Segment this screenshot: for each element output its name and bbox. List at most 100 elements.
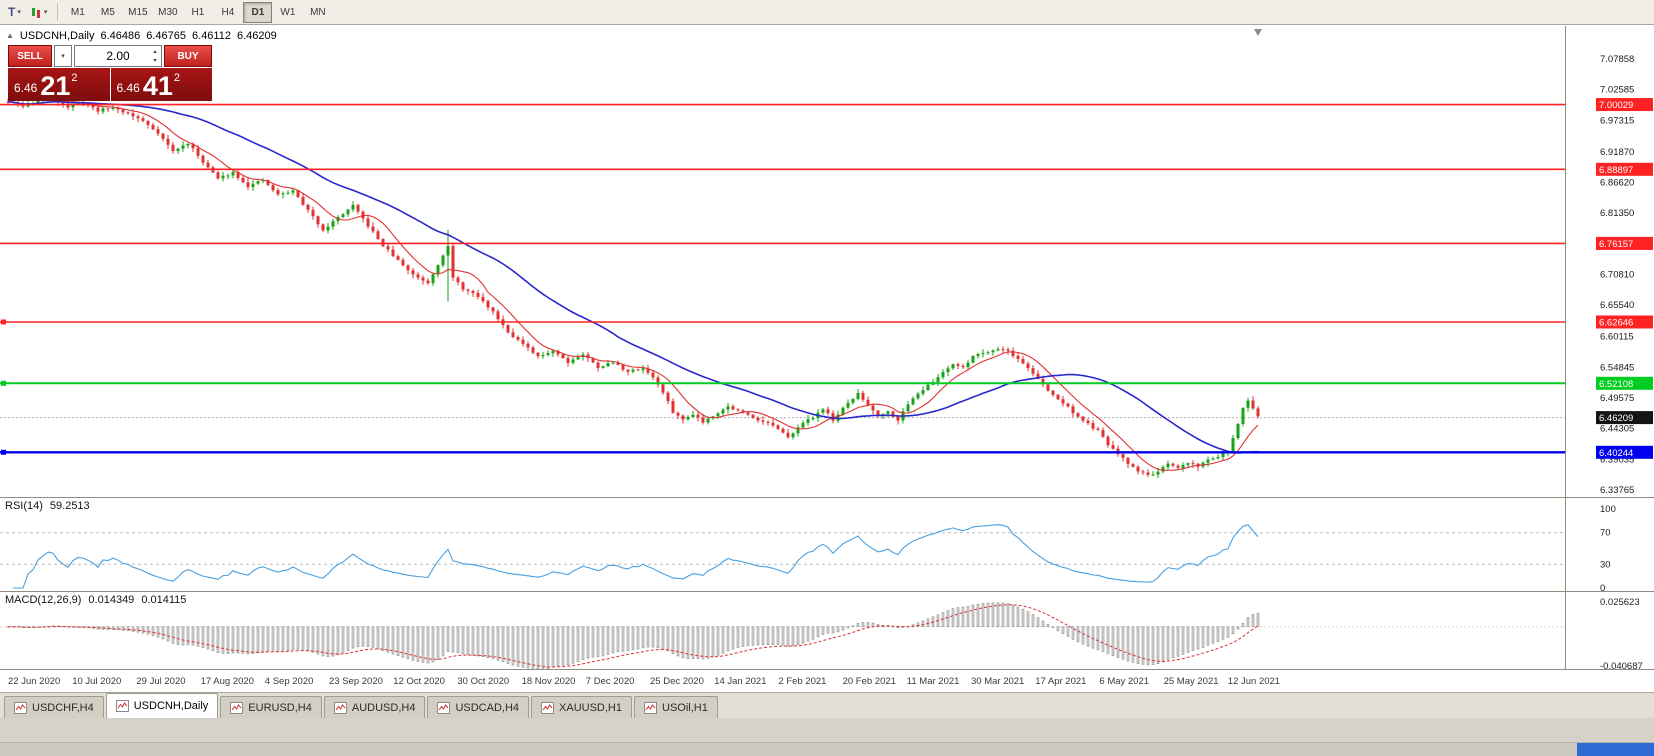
volume-preset-dropdown[interactable]: ▾ (54, 45, 72, 67)
macd-signal-line (8, 604, 1259, 668)
rsi-header: RSI(14) 59.2513 (5, 500, 90, 512)
price-axis-label: 7.02585 (1600, 85, 1634, 96)
price-badge-6.40244: 6.40244 (1596, 445, 1653, 459)
buy-price-pips: 41 (142, 71, 173, 102)
one-click-trading-panel: SELL ▾ 2.00 ▴ ▾ BUY 6.46 21 2 6.46 41 (8, 45, 212, 101)
chart-tab-USDCHF-H4[interactable]: USDCHF,H4 (4, 696, 104, 718)
ma-fast-line (7, 100, 1259, 471)
chart-tab-USDCAD-H4[interactable]: USDCAD,H4 (427, 696, 530, 718)
timeframe-button-M1[interactable]: M1 (70, 6, 85, 18)
price-axis-label: 6.60115 (1600, 332, 1634, 343)
candles-layer (6, 94, 1260, 479)
one-click-toggle-icon[interactable]: ▲ (6, 31, 14, 40)
price-axis-label: 6.70810 (1600, 270, 1634, 281)
price-axis-label: 6.54845 (1600, 362, 1634, 373)
price-axis-label: 6.86620 (1600, 178, 1634, 189)
chart-tab-label: EURUSD,H4 (248, 701, 312, 714)
rsi-axis-label: 100 (1600, 504, 1616, 515)
date-axis-label: 12 Jun 2021 (1228, 676, 1280, 687)
timeframe-button-W1[interactable]: W1 (280, 6, 296, 18)
price-badge-6.52108: 6.52108 (1596, 376, 1653, 390)
date-axis-label: 4 Sep 2020 (265, 676, 314, 687)
high-value: 6.46765 (146, 30, 187, 42)
chart-tab-AUDUSD-H4[interactable]: AUDUSD,H4 (323, 696, 426, 718)
price-badge-6.62646: 6.62646 (1596, 315, 1653, 329)
price-axis-label: 6.91870 (1600, 147, 1634, 158)
chart-type-button[interactable]: ▾ (26, 1, 53, 23)
timeframe-button-MN[interactable]: MN (310, 6, 326, 18)
date-axis-label: 6 May 2021 (1099, 676, 1149, 687)
macd-histogram (6, 602, 1260, 669)
sell-price[interactable]: 6.46 21 2 (8, 68, 110, 101)
sell-button[interactable]: SELL (8, 45, 52, 67)
date-axis-label: 22 Jun 2020 (8, 676, 60, 687)
caret-down-icon: ▾ (43, 9, 48, 16)
date-axis-label: 20 Feb 2021 (843, 676, 896, 687)
timeframe-button-H4[interactable]: H4 (221, 6, 235, 18)
chart-tab-label: USDCNH,Daily (133, 700, 209, 712)
macd-header: MACD(12,26,9) 0.014349 0.014115 (5, 594, 186, 606)
price-axis-label: 6.81350 (1600, 208, 1634, 219)
price-axis-label: 6.44305 (1600, 424, 1634, 435)
date-axis-label: 11 Mar 2021 (907, 676, 960, 687)
open-value: 6.46486 (100, 30, 141, 42)
price-axis-label: 7.07858 (1600, 54, 1634, 65)
price-axis-label: 6.97315 (1600, 115, 1634, 126)
status-bar (0, 718, 1654, 742)
chart-tab-label: XAUUSD,H1 (559, 701, 622, 714)
spinner-up-icon: ▴ (153, 49, 157, 55)
volume-value: 2.00 (106, 49, 130, 63)
chart-tab-icon (541, 701, 555, 714)
macd-axis-label: -0.040687 (1600, 661, 1643, 672)
caret-down-icon: ▾ (61, 53, 65, 60)
chart-tab-label: USOil,H1 (662, 701, 708, 714)
sell-price-prefix: 6.46 (14, 81, 38, 95)
macd-axis-label: 0.025623 (1600, 597, 1640, 608)
timeframe-button-D1[interactable]: D1 (243, 1, 273, 23)
price-badge-text: 6.76157 (1599, 239, 1633, 250)
price-badge-text: 6.62646 (1599, 317, 1633, 328)
date-axis-label: 12 Oct 2020 (393, 676, 445, 687)
caret-down-icon: ▾ (17, 9, 21, 16)
chart-tab-XAUUSD-H1[interactable]: XAUUSD,H1 (531, 696, 632, 718)
timeframe-button-H1[interactable]: H1 (191, 6, 205, 18)
templates-icon: T (8, 5, 16, 19)
chart-tab-USDCNH-Daily[interactable]: USDCNH,Daily (105, 693, 219, 718)
spinner-down-icon: ▾ (153, 58, 157, 64)
candlestick-icon (31, 6, 42, 19)
chart-tab-EURUSD-H4[interactable]: EURUSD,H4 (220, 696, 322, 718)
timeframe-button-M30[interactable]: M30 (158, 6, 178, 18)
buy-button[interactable]: BUY (164, 45, 212, 67)
toolbar-separator (57, 3, 59, 21)
chart-tabs-bar: USDCHF,H4 USDCNH,Daily EURUSD,H4 AUDUSD,H4 U… (0, 692, 1654, 718)
chart-tab-icon (115, 700, 129, 712)
macd-main-value: 0.014349 (88, 594, 135, 606)
toolbar: T ▾ ▾ M1 M5 M15 M30 H1 H4 D1 W1 MN (0, 0, 1654, 25)
date-axis-label: 30 Mar 2021 (971, 676, 1024, 687)
date-axis-label: 25 Dec 2020 (650, 676, 704, 687)
buy-price[interactable]: 6.46 41 2 (110, 68, 212, 102)
date-axis-label: 17 Apr 2021 (1035, 676, 1086, 687)
price-badge-7.00029: 7.00029 (1596, 98, 1653, 112)
hline-anchor (1, 380, 6, 386)
chart-tab-icon (230, 701, 244, 714)
taskbar (0, 742, 1654, 756)
rsi-axis-label: 0 (1600, 583, 1605, 594)
price-badge-text: 6.88897 (1599, 165, 1633, 176)
chart-tab-label: USDCHF,H4 (32, 701, 94, 714)
chart-tab-USOil-H1[interactable]: USOil,H1 (634, 696, 718, 718)
chart-tab-icon (14, 701, 27, 714)
price-axis-label: 6.39035 (1600, 454, 1634, 465)
timeframe-button-M15[interactable]: M15 (128, 6, 148, 18)
date-axis-label: 25 May 2021 (1164, 676, 1219, 687)
close-value: 6.46209 (236, 30, 277, 42)
timeframe-button-M5[interactable]: M5 (100, 6, 115, 18)
price-badge-6.88897: 6.88897 (1596, 162, 1653, 176)
volume-input[interactable]: 2.00 ▴ ▾ (74, 45, 162, 67)
templates-button[interactable]: T ▾ (3, 1, 26, 23)
volume-spinner[interactable]: ▴ ▾ (150, 46, 160, 66)
date-axis-label: 29 Jul 2020 (136, 676, 185, 687)
symbol-period-label: USDCNH,Daily (19, 30, 95, 42)
